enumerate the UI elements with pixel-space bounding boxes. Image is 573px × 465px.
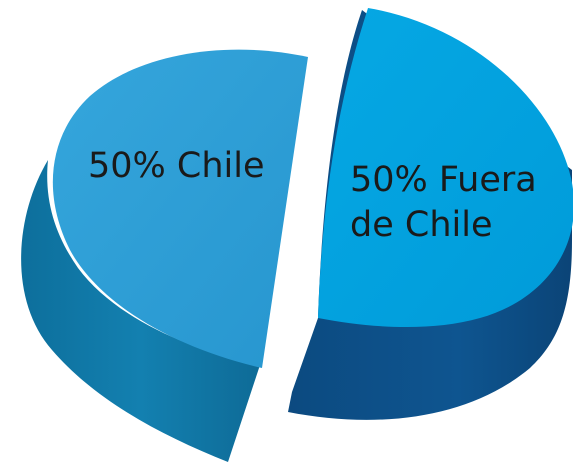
slice-fuera-top	[318, 8, 573, 328]
slice-fuera-label: 50% Fuera de Chile	[350, 160, 548, 245]
pie-slice-chile: 50% Chile	[21, 49, 309, 462]
slice-chile-label: 50% Chile	[88, 146, 265, 186]
slice-chile-top	[52, 49, 309, 369]
pie-slice-fuera-de-chile: 50% Fuera de Chile	[288, 8, 573, 420]
slice-fuera-label-line-2: de Chile	[350, 205, 492, 245]
slice-chile-label-line-1: 50% Chile	[88, 146, 265, 186]
slice-chile-side	[21, 160, 261, 462]
slice-fuera-label-line-1: 50% Fuera	[350, 160, 537, 200]
